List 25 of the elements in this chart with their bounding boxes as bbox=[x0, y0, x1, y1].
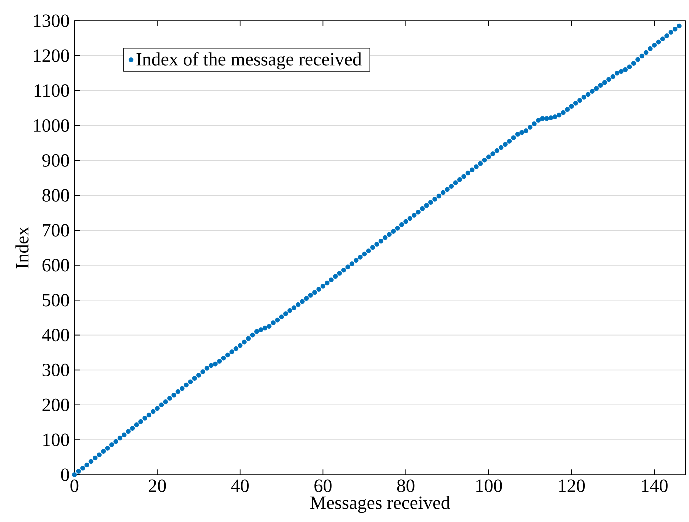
legend-label: Index of the message received bbox=[136, 52, 362, 70]
y-tick-label: 400 bbox=[42, 329, 70, 342]
x-tick-label: 40 bbox=[231, 480, 249, 492]
y-tick-label: 1200 bbox=[34, 50, 70, 62]
y-tick-label: 500 bbox=[43, 294, 70, 307]
y-tick-label: 100 bbox=[44, 434, 70, 446]
x-tick-label: 80 bbox=[397, 480, 415, 492]
y-tick-label: 300 bbox=[42, 364, 70, 377]
y-axis-title: Index bbox=[16, 226, 29, 269]
y-tick-label: 1300 bbox=[34, 14, 70, 28]
y-tick-label: 1100 bbox=[34, 84, 70, 98]
y-tick-label: 0 bbox=[61, 468, 70, 482]
x-tick-label: 140 bbox=[642, 480, 668, 492]
y-tick-label: 900 bbox=[42, 154, 70, 167]
x-tick-label: 60 bbox=[314, 480, 332, 492]
y-tick-label: 200 bbox=[42, 398, 70, 412]
x-tick-label: 100 bbox=[476, 480, 502, 492]
y-tick-label: 1000 bbox=[34, 119, 70, 132]
x-tick-label: 0 bbox=[70, 480, 79, 492]
x-tick-label: 20 bbox=[148, 480, 166, 492]
y-tick-label: 800 bbox=[42, 189, 70, 202]
x-tick-label: 120 bbox=[559, 480, 586, 492]
y-tick-label: 600 bbox=[42, 259, 70, 272]
x-axis-title: Messages received bbox=[310, 496, 450, 514]
y-tick-label: 700 bbox=[43, 224, 70, 237]
